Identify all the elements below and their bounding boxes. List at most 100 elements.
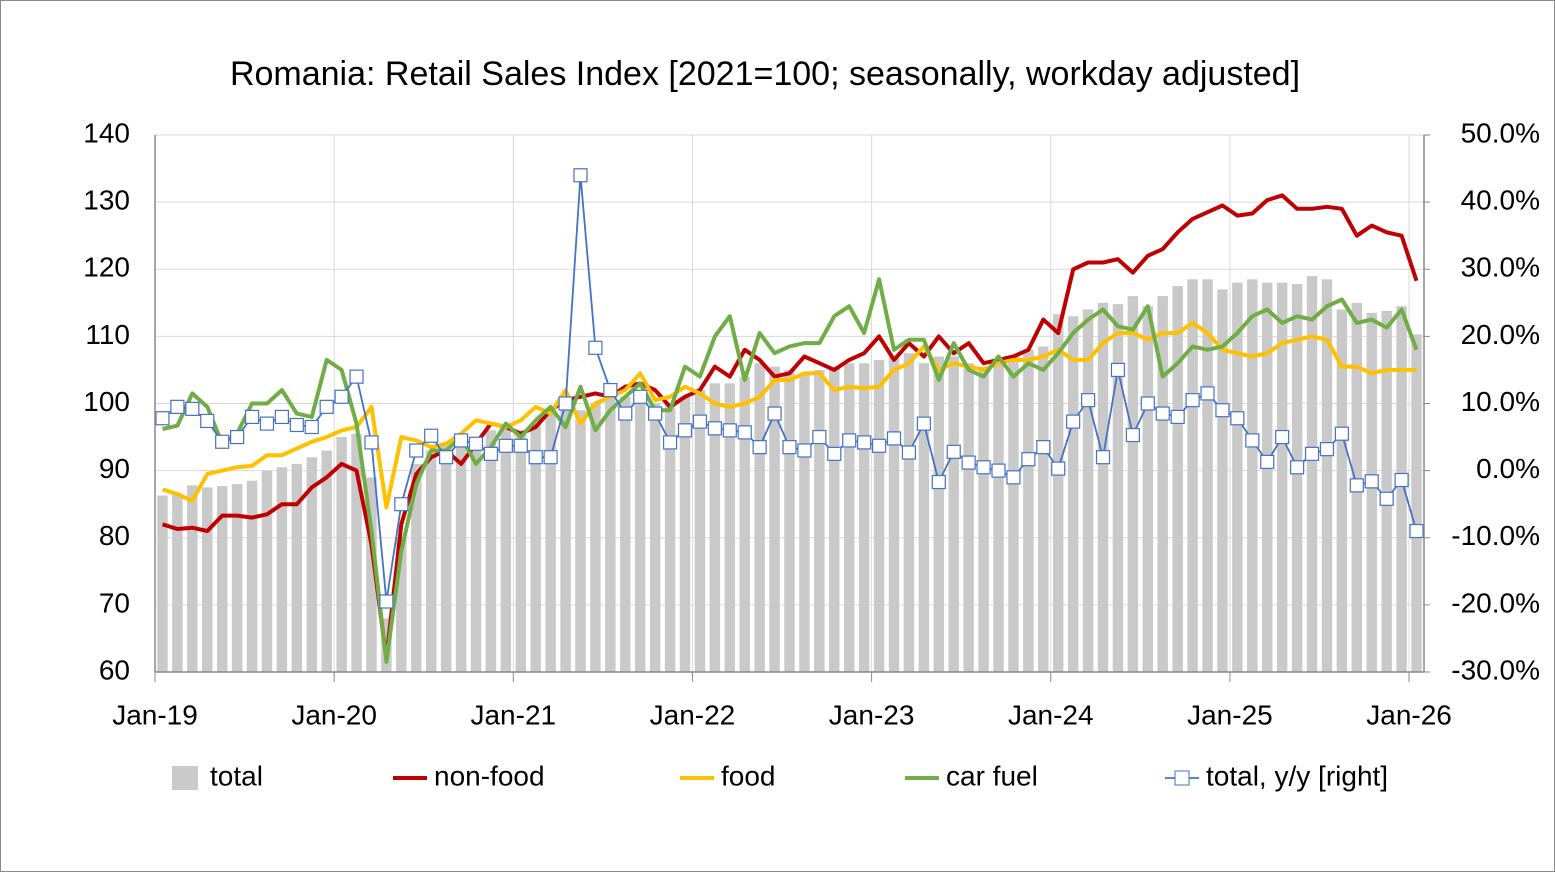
y2-tick-label: 30.0% <box>1461 252 1540 283</box>
series-marker <box>1021 452 1036 467</box>
y2-tick-label: 10.0% <box>1461 386 1540 417</box>
bar <box>351 433 362 672</box>
series-line <box>161 320 1417 510</box>
bar <box>694 390 706 672</box>
bar <box>291 463 303 672</box>
series-marker <box>1245 433 1260 448</box>
series-marker <box>259 416 275 431</box>
bar <box>216 486 228 672</box>
y-tick-label: 90 <box>99 453 130 484</box>
bar <box>963 363 974 672</box>
series-marker <box>976 460 991 475</box>
bar <box>1262 282 1273 672</box>
bar <box>724 383 736 672</box>
bar <box>1381 310 1392 672</box>
bar <box>1023 349 1034 672</box>
bar <box>858 363 870 672</box>
series-marker <box>155 411 170 426</box>
series-marker <box>1215 403 1230 418</box>
series-marker <box>648 406 663 421</box>
series-marker <box>961 455 976 470</box>
bar <box>530 423 541 672</box>
series-marker <box>1080 393 1096 408</box>
series-marker <box>468 436 484 451</box>
bar <box>470 437 482 672</box>
bar <box>276 467 288 672</box>
series-marker <box>901 445 917 460</box>
series-marker <box>767 406 782 421</box>
y-tick-label: 120 <box>83 252 130 283</box>
y-tick-label: 70 <box>99 587 130 618</box>
bar <box>411 463 422 672</box>
bar <box>888 356 900 672</box>
y2-tick-label: 0.0% <box>1476 453 1540 484</box>
bar <box>545 410 556 672</box>
bar <box>739 376 750 672</box>
bar <box>829 366 840 672</box>
series-marker <box>215 434 230 449</box>
bar <box>157 495 168 672</box>
series-marker <box>812 429 827 445</box>
bar <box>1291 284 1303 672</box>
y2-tick-label: 50.0% <box>1461 117 1540 148</box>
bar <box>605 396 616 672</box>
bar <box>1112 304 1124 672</box>
bar <box>799 373 810 672</box>
bar <box>515 430 526 672</box>
series-line <box>162 277 1419 664</box>
bar <box>873 359 885 672</box>
series-marker <box>1200 386 1215 401</box>
series-marker <box>857 435 872 450</box>
bar <box>1172 286 1183 672</box>
bar <box>903 353 915 672</box>
bar <box>500 426 512 672</box>
y2-tick-label: 20.0% <box>1461 319 1540 350</box>
series-marker <box>185 401 200 416</box>
series-marker <box>1140 396 1155 411</box>
bar <box>590 403 601 672</box>
series-marker <box>916 416 931 431</box>
bar <box>1232 282 1243 672</box>
bar <box>396 537 407 672</box>
series-marker <box>1409 523 1424 539</box>
bar <box>709 383 721 672</box>
bar <box>649 403 661 672</box>
series-marker <box>1364 474 1379 489</box>
bar <box>679 396 691 672</box>
bar <box>1306 275 1318 672</box>
series-marker <box>677 423 693 438</box>
legend-marker <box>1174 770 1190 786</box>
x-tick-label: Jan-26 <box>1366 699 1452 730</box>
bar <box>1127 296 1139 672</box>
x-tick-label: Jan-21 <box>470 699 556 730</box>
series-marker <box>409 443 424 458</box>
bar <box>634 396 646 672</box>
bar <box>560 403 571 672</box>
bar <box>246 480 258 672</box>
series-marker <box>1185 393 1200 408</box>
x-tick-label: Jan-19 <box>112 699 198 730</box>
bar <box>843 363 855 672</box>
series-marker <box>827 446 842 461</box>
bar <box>1097 302 1109 672</box>
bar <box>784 369 795 672</box>
bar <box>948 356 959 672</box>
y-tick-label: 130 <box>83 185 130 216</box>
series-marker <box>886 431 902 446</box>
series-marker <box>200 413 215 429</box>
series-marker <box>1066 414 1081 429</box>
y2-tick-label: 40.0% <box>1461 185 1540 216</box>
bar <box>187 485 198 672</box>
bar <box>1067 316 1079 672</box>
series-marker <box>349 369 364 384</box>
series-marker <box>558 396 573 411</box>
legend-label: non-food <box>434 760 545 791</box>
series-marker <box>931 474 946 490</box>
bar <box>1366 312 1377 672</box>
y-tick-label: 60 <box>99 654 130 685</box>
x-tick-label: Jan-22 <box>650 699 736 730</box>
bar <box>754 363 765 672</box>
bar <box>366 477 377 672</box>
bar <box>202 487 213 672</box>
